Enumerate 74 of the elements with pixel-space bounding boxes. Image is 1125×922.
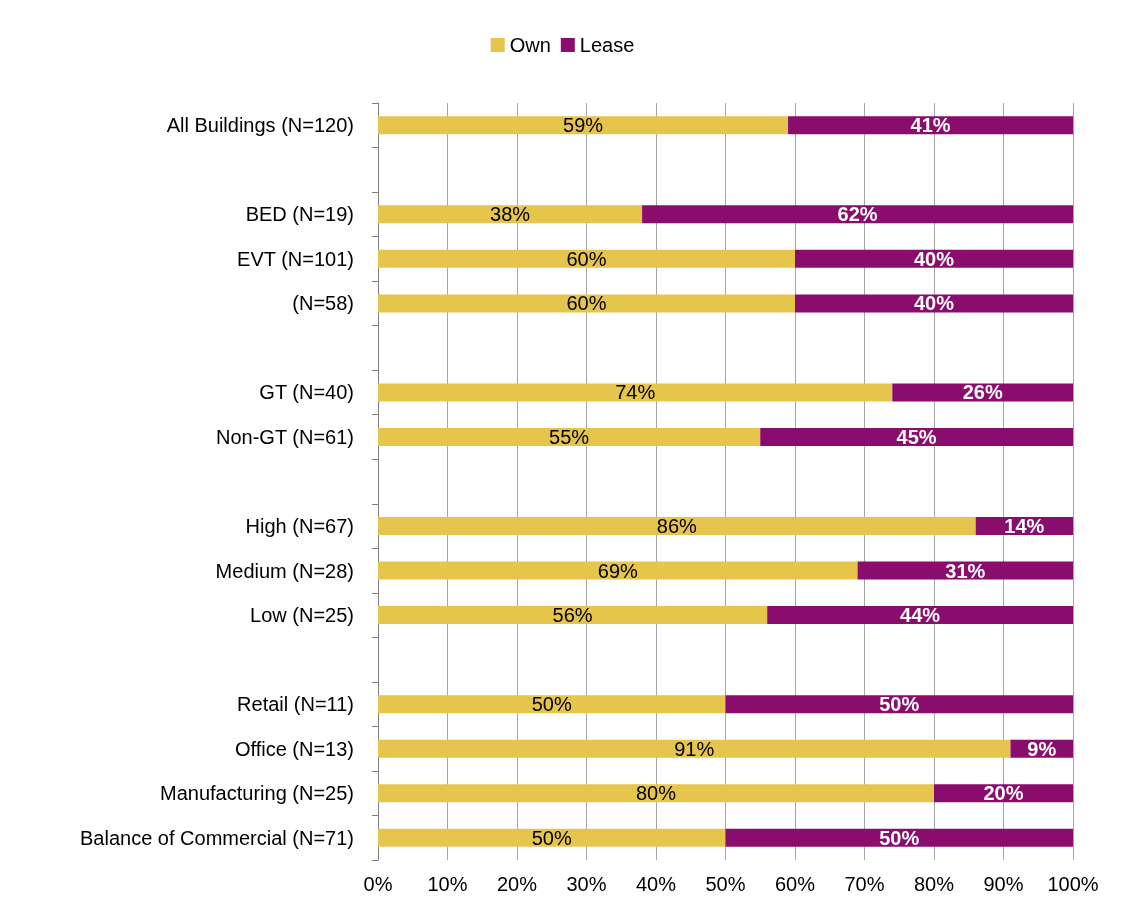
bar — [378, 383, 893, 402]
x-tick-label: 60% — [774, 873, 816, 895]
data-label: 60% — [566, 292, 607, 315]
data-label: 74% — [615, 381, 656, 404]
data-label: 31% — [945, 559, 986, 582]
y-tick-label: EVT (N=101) — [237, 247, 354, 270]
data-label: 55% — [549, 425, 590, 448]
x-tick-label: 50% — [705, 873, 746, 895]
data-label: 50% — [531, 693, 572, 716]
bar — [378, 427, 761, 446]
data-label: 69% — [597, 559, 639, 582]
x-tick-label: 10% — [427, 873, 468, 895]
bar — [725, 828, 1073, 847]
bar — [378, 784, 934, 803]
bar — [642, 205, 1073, 224]
x-tick-label: 40% — [635, 873, 677, 895]
data-label: 62% — [837, 203, 878, 226]
bar — [767, 606, 1073, 625]
data-label: 14% — [1004, 515, 1045, 538]
data-label: 40% — [913, 292, 955, 315]
bar — [378, 205, 643, 224]
data-label: 50% — [879, 826, 920, 849]
bar — [378, 517, 976, 536]
data-label: 40% — [913, 247, 955, 270]
bar — [378, 828, 726, 847]
y-tick-label: High (N=67) — [245, 515, 354, 538]
data-label: 91% — [674, 737, 715, 760]
data-label: 26% — [962, 381, 1003, 404]
x-tick-label: 20% — [496, 873, 538, 895]
data-label: 38% — [490, 203, 531, 226]
data-label: 45% — [896, 425, 937, 448]
data-label: 20% — [983, 782, 1024, 805]
y-tick-label: Retail (N=11) — [237, 693, 354, 716]
y-tick-label: Non-GT (N=61) — [215, 425, 354, 448]
data-label: 41% — [910, 114, 951, 137]
x-tick-label: 30% — [566, 873, 607, 895]
y-tick-label: Office (N=13) — [234, 737, 354, 760]
x-tick-label: 70% — [844, 873, 885, 895]
data-label: 60% — [566, 247, 607, 270]
bar — [378, 606, 768, 625]
bar — [788, 116, 1073, 135]
bar — [857, 561, 1073, 580]
y-tick-label: Manufacturing (N=25) — [160, 782, 354, 805]
bar — [378, 739, 1011, 758]
bar — [378, 249, 795, 268]
data-label: 56% — [552, 604, 593, 627]
bar — [725, 695, 1073, 714]
y-tick-label: (N=58) — [292, 292, 354, 315]
x-tick-label: 80% — [913, 873, 955, 895]
data-label: 50% — [879, 693, 920, 716]
y-tick-label: GT (N=40) — [259, 381, 354, 404]
bar — [795, 294, 1073, 313]
bar — [378, 695, 726, 714]
x-tick-label: 90% — [983, 873, 1024, 895]
data-label: 86% — [656, 515, 698, 538]
bar — [795, 249, 1073, 268]
y-tick-label: Balance of Commercial (N=71) — [80, 826, 354, 849]
y-tick-label: All Buildings (N=120) — [166, 114, 354, 137]
data-label: 80% — [635, 782, 677, 805]
bar — [378, 294, 795, 313]
y-tick-label: Medium (N=28) — [215, 559, 354, 582]
x-tick-label: 100% — [1047, 873, 1099, 895]
y-tick-label: BED (N=19) — [245, 203, 354, 226]
bar — [378, 561, 858, 580]
bar — [378, 116, 789, 135]
data-label: 59% — [563, 114, 604, 137]
data-label: 44% — [900, 604, 941, 627]
legend-label: Lease — [579, 34, 635, 56]
data-label: 50% — [531, 826, 572, 849]
bar — [760, 427, 1073, 446]
data-label: 9% — [1027, 737, 1057, 760]
x-tick-label: 0% — [363, 873, 393, 895]
legend-label: Own — [509, 34, 551, 56]
y-tick-label: Low (N=25) — [250, 604, 354, 627]
